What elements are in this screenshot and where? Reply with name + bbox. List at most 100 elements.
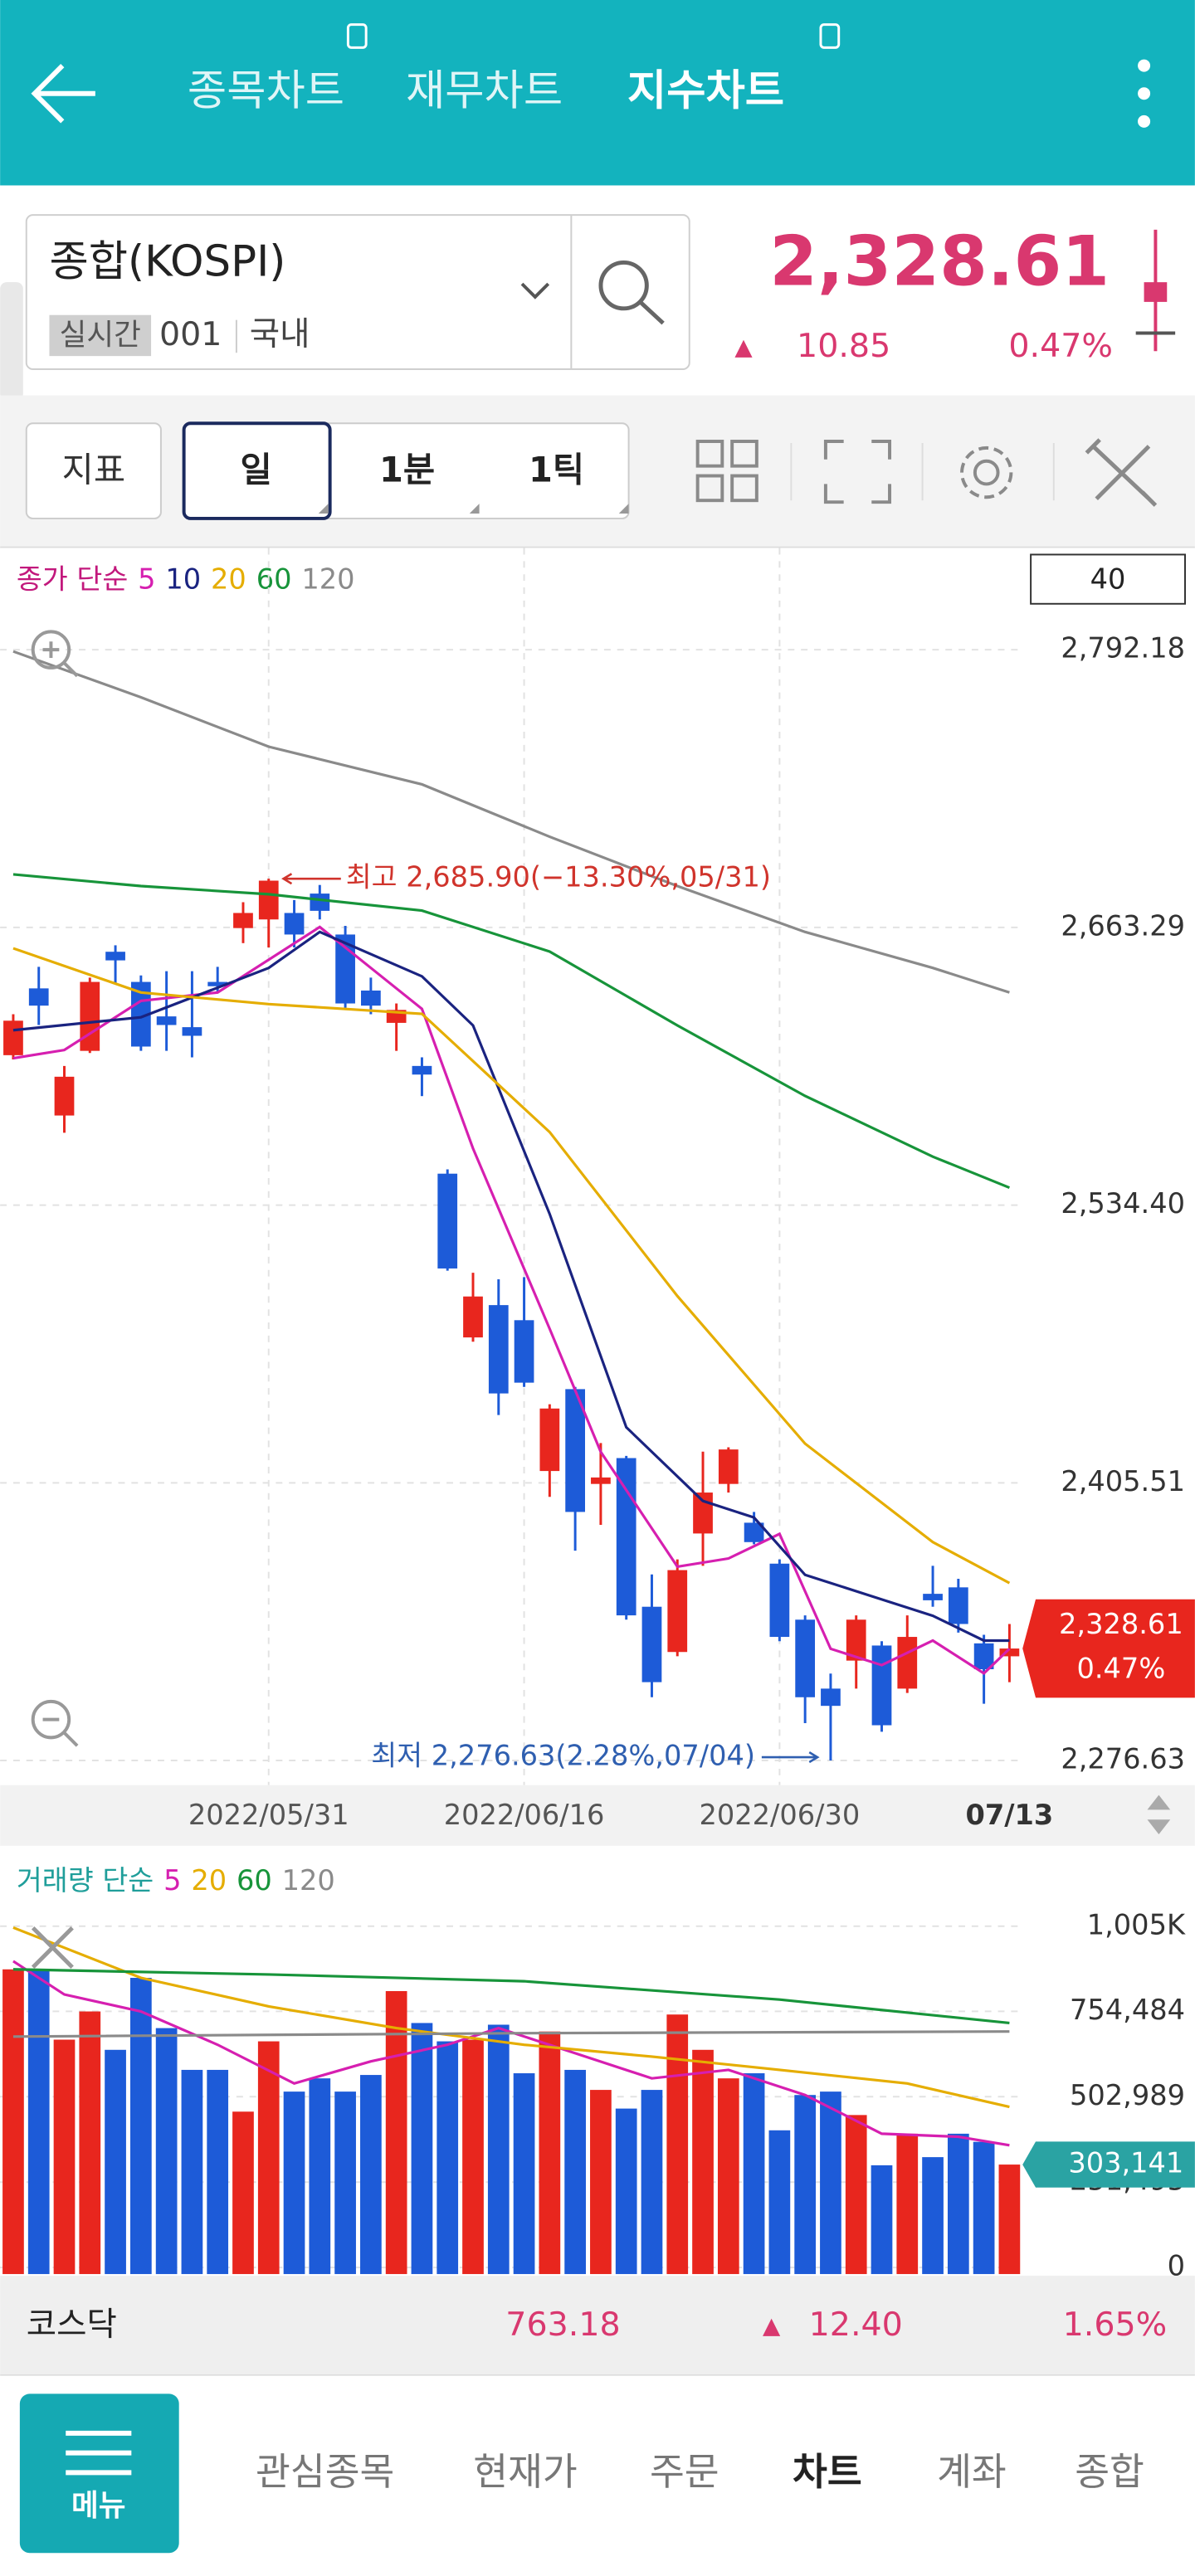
kosdaq-bar[interactable] bbox=[0, 2276, 1195, 2374]
layout-icon[interactable] bbox=[695, 440, 758, 503]
last-price-badge bbox=[1022, 1599, 1195, 1698]
zoom-in[interactable] bbox=[31, 630, 79, 678]
volume-bar bbox=[539, 2031, 561, 2275]
tag-bg bbox=[49, 314, 152, 357]
nav-item[interactable]: 계좌 bbox=[937, 2450, 1007, 2494]
legend-title: 종가 단순 bbox=[17, 563, 128, 596]
candle-body bbox=[463, 1296, 483, 1338]
volume-bar bbox=[666, 2014, 689, 2275]
volume-bar bbox=[411, 2023, 433, 2275]
kosdaq-name: 코스닥 bbox=[27, 2306, 117, 2344]
price-chart-bg bbox=[0, 546, 1195, 1785]
last-volume: 303,141 bbox=[1068, 2147, 1183, 2179]
ma-line bbox=[12, 1968, 1010, 2025]
volume-bar bbox=[27, 1969, 50, 2275]
volume-bar bbox=[947, 2133, 969, 2275]
last-change: 0.47% bbox=[1076, 1652, 1165, 1684]
period[interactable]: 1분 bbox=[379, 450, 435, 490]
y-tick-label: 502,989 bbox=[1070, 2079, 1185, 2111]
y-tick-label: 1,005K bbox=[1087, 1908, 1186, 1941]
period[interactable]: 일 bbox=[241, 450, 272, 490]
ma-line bbox=[12, 930, 1010, 1643]
candle-body bbox=[54, 1076, 75, 1116]
volume-bar bbox=[871, 2165, 893, 2275]
candle-body bbox=[897, 1637, 918, 1689]
dropdown-icon[interactable] bbox=[520, 282, 550, 299]
annotation: 최저 2,276.63(2.28%,07/04) bbox=[371, 1740, 755, 1772]
volume-bar bbox=[820, 2091, 841, 2275]
fullscreen-icon[interactable] bbox=[823, 440, 892, 504]
realtime-tag: 실시간 bbox=[60, 318, 141, 352]
ma-line bbox=[12, 947, 1011, 1585]
nav-item[interactable]: 관심종목 bbox=[256, 2450, 394, 2494]
ma-line bbox=[12, 873, 1010, 1190]
zoom-out[interactable] bbox=[31, 1699, 79, 1747]
indicator-button[interactable] bbox=[25, 422, 162, 519]
tab[interactable]: 지수차트 bbox=[627, 66, 784, 116]
volume-bar bbox=[257, 2041, 280, 2275]
side-handle[interactable] bbox=[0, 282, 23, 401]
price-axis: 2,792.18 2,663.29 2,534.40 2,405.51 2,276.63 bbox=[1061, 632, 1185, 1775]
volume-bar bbox=[590, 2090, 612, 2275]
volume-bar bbox=[743, 2073, 765, 2275]
candle-body bbox=[846, 1619, 866, 1661]
volume-bar bbox=[973, 2141, 995, 2275]
search-icon[interactable] bbox=[598, 260, 665, 325]
nav-item[interactable]: 현재가 bbox=[473, 2450, 578, 2494]
legend-title: 거래량 단순 bbox=[17, 1864, 154, 1897]
menu-icon bbox=[66, 2430, 132, 2476]
scroll-arrows[interactable] bbox=[1147, 1794, 1171, 1835]
candle-body bbox=[973, 1643, 994, 1670]
back-button[interactable] bbox=[31, 64, 95, 124]
volume-bar bbox=[232, 2111, 254, 2275]
tab[interactable]: 종목차트 bbox=[188, 66, 344, 116]
volume-bar bbox=[385, 1990, 407, 2275]
nav-item[interactable]: 종합 bbox=[1075, 2450, 1144, 2494]
close-volume[interactable] bbox=[31, 1926, 74, 1969]
volume-bar bbox=[641, 2090, 663, 2275]
view-count: 40 bbox=[1090, 563, 1126, 596]
mini-candle bbox=[1135, 229, 1176, 352]
nav-item[interactable]: 차트 bbox=[793, 2450, 862, 2494]
volume-bar bbox=[2, 1969, 24, 2275]
candle-body bbox=[667, 1570, 688, 1653]
ma-line bbox=[12, 2030, 1010, 2038]
tools-icon[interactable] bbox=[1085, 438, 1158, 507]
count-box[interactable] bbox=[1030, 553, 1186, 605]
volume-bar bbox=[794, 2095, 817, 2275]
change: 10.85 bbox=[797, 327, 890, 365]
candle-body bbox=[412, 1065, 432, 1075]
settings-icon[interactable] bbox=[960, 446, 1013, 499]
volume-bar bbox=[129, 1978, 152, 2275]
search-box[interactable] bbox=[25, 214, 690, 370]
tab-badges bbox=[346, 23, 841, 49]
volume-legend: 거래량 단순 5 20 60 120 bbox=[17, 1864, 335, 1897]
change-pct: 0.47% bbox=[1008, 327, 1113, 365]
nav-items: 관심종목 현재가 주문 차트 계좌 종합 bbox=[256, 2450, 1144, 2494]
candle-body bbox=[258, 880, 279, 920]
candle-body bbox=[3, 1020, 23, 1055]
annotation-arrow bbox=[281, 873, 341, 885]
volume-bar bbox=[845, 2115, 867, 2275]
volume-bar bbox=[998, 2165, 1021, 2275]
x-tick-label: 2022/06/16 bbox=[444, 1799, 605, 1831]
volume-bar bbox=[717, 2078, 739, 2275]
volume-bar bbox=[283, 2091, 305, 2275]
annotation-arrow bbox=[761, 1751, 820, 1764]
candle-body bbox=[105, 952, 125, 961]
legend-entry: 5 bbox=[163, 1864, 181, 1897]
nav-item[interactable]: 주문 bbox=[650, 2450, 719, 2494]
index-name: 종합(KOSPI) bbox=[49, 236, 285, 286]
candle-body bbox=[744, 1522, 764, 1542]
bottom-nav bbox=[0, 2374, 1195, 2573]
last-price: 2,328.61 bbox=[1059, 1608, 1183, 1640]
x-tick-label: 07/13 bbox=[965, 1799, 1053, 1831]
candle-body bbox=[182, 1027, 202, 1036]
tab[interactable]: 재무차트 bbox=[406, 66, 563, 116]
x-tick-label: 2022/06/30 bbox=[700, 1799, 861, 1831]
period[interactable]: 1틱 bbox=[529, 450, 584, 490]
more-menu[interactable] bbox=[1138, 59, 1151, 128]
legend-entry: 5 bbox=[138, 563, 155, 596]
volume-bar bbox=[615, 2108, 637, 2275]
x-tick-label: 2022/05/31 bbox=[188, 1799, 349, 1831]
